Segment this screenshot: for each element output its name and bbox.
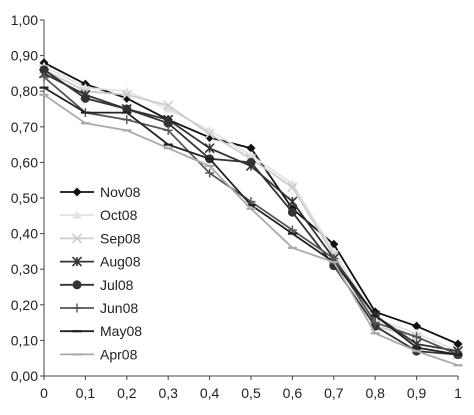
x-tick-label: 0,4	[200, 385, 220, 401]
data-point	[205, 168, 215, 178]
legend-marker	[72, 303, 82, 313]
x-tick-label: 0	[40, 385, 48, 401]
legend-label: Oct08	[100, 207, 138, 223]
legend-item: Jun08	[60, 300, 138, 316]
legend-item: Aug08	[60, 254, 141, 270]
legend-item: Apr08	[60, 346, 138, 362]
data-point	[287, 182, 298, 193]
data-point	[412, 321, 422, 331]
data-point	[370, 318, 380, 328]
legend-label: Jul08	[100, 277, 134, 293]
x-tick-label: 0,6	[283, 385, 303, 401]
x-tick-label: 1	[454, 385, 462, 401]
legend-item: Sep08	[60, 230, 141, 246]
y-tick-label: 0,20	[11, 297, 38, 313]
legend-label: Aug08	[100, 254, 141, 270]
data-point	[39, 72, 49, 82]
series-group	[38, 58, 464, 367]
y-tick-label: 0,80	[11, 83, 38, 99]
legend-marker	[72, 210, 82, 219]
y-tick-label: 0,60	[11, 154, 38, 170]
x-tick-label: 0,8	[365, 385, 385, 401]
data-point	[204, 128, 215, 139]
legend-marker	[71, 233, 83, 244]
data-point	[287, 196, 298, 207]
legend-label: Sep08	[100, 230, 141, 246]
y-axis-tick-labels: 0,00 0,10 0,20 0,30 0,40 0,50 0,60 0,70 0,80 0,90…	[11, 12, 38, 384]
y-tick-label: 0,90	[11, 48, 38, 64]
y-tick-label: 1,00	[11, 12, 38, 28]
y-tick-label: 0,00	[11, 368, 38, 384]
x-tick-label: 0,1	[76, 385, 96, 401]
legend: Nov08 Oct08 Sep08 Aug08 Jul08 Jun08 May08 Apr08	[60, 184, 142, 362]
series-jul08	[39, 65, 463, 360]
legend-label: Nov08	[100, 184, 141, 200]
legend-label: May08	[100, 323, 142, 339]
legend-item: Jul08	[60, 277, 134, 293]
y-tick-label: 0,50	[11, 190, 38, 206]
legend-item: May08	[60, 323, 142, 339]
legend-item: Nov08	[60, 184, 141, 200]
data-point	[163, 118, 173, 128]
data-point	[121, 89, 132, 100]
data-point	[453, 339, 463, 349]
data-point	[246, 157, 256, 167]
x-tick-label: 0,3	[158, 385, 178, 401]
data-point	[122, 115, 132, 125]
data-point	[163, 100, 174, 111]
y-tick-label: 0,70	[11, 119, 38, 135]
data-point	[287, 207, 297, 217]
legend-marker	[72, 187, 82, 197]
y-tick-label: 0,10	[11, 332, 38, 348]
x-axis-tick-labels: 0 0,1 0,2 0,3 0,4 0,5 0,6 0,7 0,8 0,9 1	[40, 385, 462, 401]
x-tick-label: 0,2	[117, 385, 137, 401]
legend-marker	[72, 280, 82, 290]
series-apr08	[39, 93, 463, 367]
x-tick-label: 0,5	[241, 385, 261, 401]
legend-label: Apr08	[100, 346, 138, 362]
y-tick-label: 0,40	[11, 226, 38, 242]
data-point	[39, 65, 49, 75]
legend-marker	[71, 256, 83, 267]
x-tick-label: 0,7	[324, 385, 344, 401]
data-point	[163, 125, 173, 135]
legend-label: Jun08	[100, 300, 138, 316]
y-tick-label: 0,30	[11, 261, 38, 277]
data-point	[80, 93, 90, 103]
x-tick-label: 0,9	[407, 385, 427, 401]
legend-item: Oct08	[60, 207, 138, 223]
data-point	[122, 104, 132, 114]
data-point	[163, 104, 173, 113]
data-point	[246, 143, 256, 153]
data-point	[412, 332, 422, 342]
data-point	[204, 143, 215, 154]
